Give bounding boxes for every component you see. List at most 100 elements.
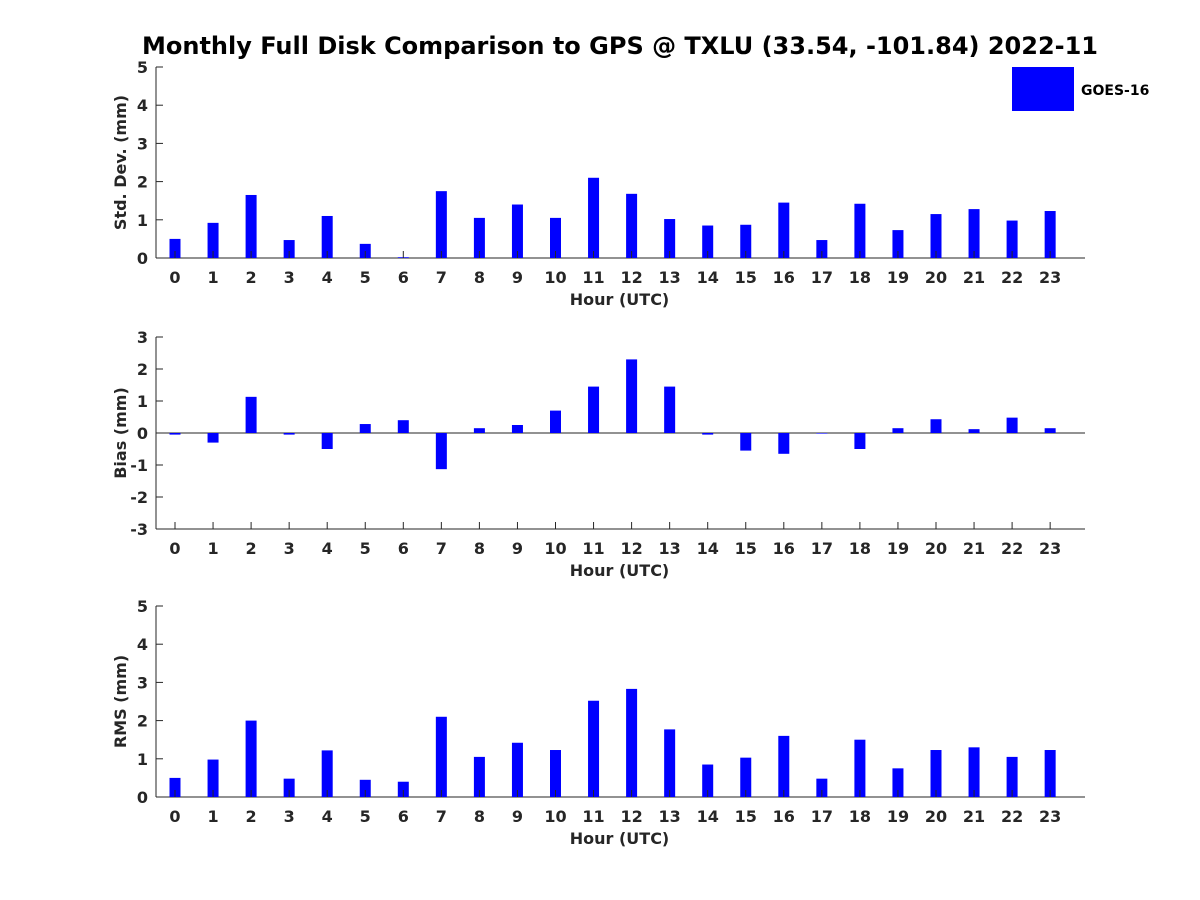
x-tick-label: 17	[811, 268, 833, 287]
bar-hour-9	[511, 204, 523, 258]
x-tick-label: 13	[659, 807, 681, 826]
x-tick-label: 22	[1001, 268, 1023, 287]
bar-hour-10	[550, 410, 561, 433]
bar-hour-5	[359, 243, 371, 258]
bar-hour-22	[1006, 417, 1018, 433]
bar-hour-5	[359, 424, 371, 433]
bar-hour-17	[816, 240, 828, 258]
y-tick-label: 4	[137, 635, 148, 654]
bar-hour-20	[930, 214, 942, 258]
x-axis-label: Hour (UTC)	[570, 829, 670, 848]
x-tick-label: 15	[735, 539, 757, 558]
bar-hour-12	[626, 688, 638, 797]
y-axis-label: Bias (mm)	[111, 387, 130, 479]
x-tick-label: 21	[963, 807, 985, 826]
bar-hour-2	[245, 194, 257, 258]
x-tick-label: 18	[849, 539, 871, 558]
bar-hour-22	[1006, 220, 1018, 258]
bar-hour-21	[968, 429, 980, 433]
y-tick-label: 1	[137, 392, 148, 411]
x-tick-label: 14	[697, 807, 719, 826]
bar-hour-2	[245, 396, 257, 433]
x-tick-label: 18	[849, 807, 871, 826]
x-tick-label: 21	[963, 268, 985, 287]
x-tick-label: 15	[735, 268, 757, 287]
x-tick-label: 4	[322, 268, 333, 287]
bar-hour-8	[473, 217, 485, 258]
bar-hour-12	[626, 193, 638, 258]
bar-hour-18	[854, 433, 866, 449]
x-tick-label: 13	[659, 539, 681, 558]
bar-hour-10	[550, 217, 561, 258]
bar-hour-7	[435, 191, 447, 258]
bar-hour-14	[702, 433, 714, 435]
bar-hour-1	[207, 222, 219, 258]
bar-hour-11	[588, 177, 600, 258]
x-tick-label: 2	[246, 268, 257, 287]
bar-hour-4	[321, 750, 333, 797]
bar-hour-23	[1044, 428, 1056, 433]
y-tick-label: -3	[130, 520, 148, 539]
bar-hour-7	[435, 716, 447, 797]
x-tick-label: 15	[735, 807, 757, 826]
y-tick-label: 2	[137, 173, 148, 192]
bar-hour-0	[169, 777, 181, 797]
x-tick-label: 23	[1039, 539, 1061, 558]
x-tick-label: 16	[773, 539, 795, 558]
bar-hour-3	[283, 433, 295, 435]
x-tick-label: 12	[620, 539, 642, 558]
bar-hour-9	[511, 742, 523, 797]
bar-hour-8	[473, 756, 485, 797]
legend: GOES-16	[1012, 67, 1149, 111]
x-tick-label: 12	[620, 268, 642, 287]
x-tick-label: 17	[811, 539, 833, 558]
x-tick-label: 2	[246, 807, 257, 826]
x-tick-label: 21	[963, 539, 985, 558]
y-tick-label: 1	[137, 750, 148, 769]
x-tick-label: 19	[887, 539, 909, 558]
x-tick-label: 20	[925, 807, 947, 826]
legend-label-goes-16: GOES-16	[1081, 83, 1149, 99]
bar-hour-15	[740, 433, 752, 451]
bar-hour-21	[968, 747, 980, 797]
x-tick-label: 9	[512, 539, 523, 558]
y-axis-label: RMS (mm)	[111, 655, 130, 748]
x-axis-label: Hour (UTC)	[570, 290, 670, 309]
y-axis-label: Std. Dev. (mm)	[111, 95, 130, 230]
x-tick-label: 14	[697, 539, 719, 558]
x-tick-label: 13	[659, 268, 681, 287]
x-tick-label: 10	[544, 539, 566, 558]
x-tick-label: 19	[887, 268, 909, 287]
bar-hour-15	[740, 757, 752, 797]
bar-hour-23	[1044, 211, 1056, 258]
x-tick-label: 3	[284, 268, 295, 287]
x-tick-label: 0	[169, 539, 180, 558]
bar-hour-9	[511, 425, 523, 433]
x-tick-label: 4	[322, 539, 333, 558]
x-tick-label: 2	[246, 539, 257, 558]
bar-hour-5	[359, 779, 371, 797]
bar-hour-20	[930, 419, 942, 433]
x-tick-label: 22	[1001, 539, 1023, 558]
x-tick-label: 17	[811, 807, 833, 826]
x-tick-label: 7	[436, 268, 447, 287]
x-tick-label: 20	[925, 268, 947, 287]
bar-hour-16	[778, 202, 790, 258]
bar-hour-1	[207, 433, 219, 443]
x-tick-label: 7	[436, 539, 447, 558]
x-tick-label: 1	[207, 807, 218, 826]
bar-hour-11	[588, 386, 600, 433]
chart-title: Monthly Full Disk Comparison to GPS @ TX…	[142, 32, 1098, 60]
x-tick-label: 1	[207, 268, 218, 287]
x-tick-label: 19	[887, 807, 909, 826]
y-tick-label: -1	[130, 456, 148, 475]
y-tick-label: 2	[137, 360, 148, 379]
x-axis-label: Hour (UTC)	[570, 561, 670, 580]
bar-hour-13	[664, 219, 676, 258]
bar-hour-19	[892, 768, 904, 797]
x-tick-label: 14	[697, 268, 719, 287]
bar-hour-20	[930, 750, 942, 797]
